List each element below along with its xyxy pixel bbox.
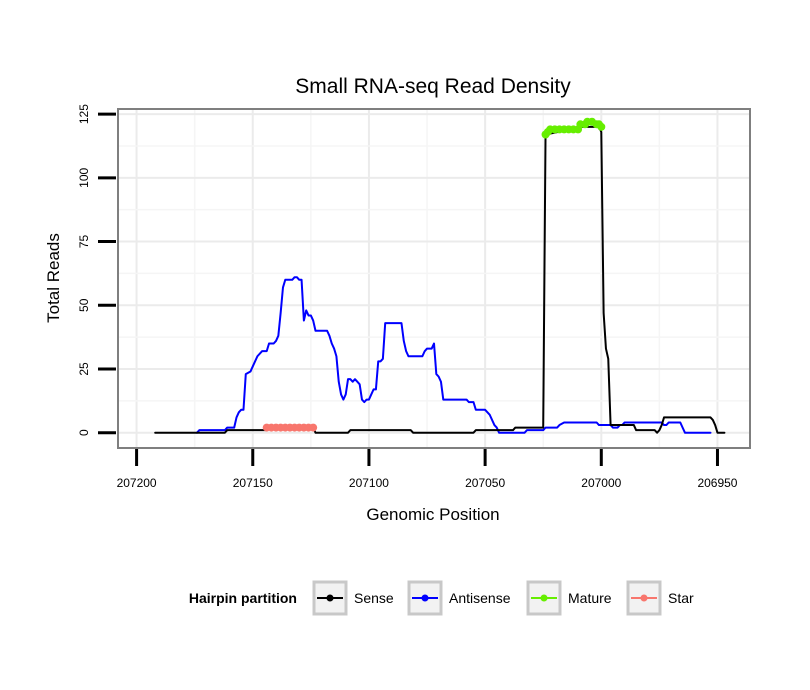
x-tick-label: 207150 [233,476,273,490]
x-axis: 207200 207150 207100 207050 207000 206950 [117,449,738,490]
plot-background [118,109,750,448]
series-point-mature [597,122,606,131]
x-tick-label: 207050 [465,476,505,490]
legend-title: Hairpin partition [189,590,297,606]
y-tick-label: 125 [77,104,91,124]
legend-point-star [640,594,648,602]
legend: Hairpin partition Sense Antisense Mature St… [189,580,694,616]
legend-label-mature: Mature [568,590,612,606]
x-axis-title: Genomic Position [366,505,499,524]
y-axis-title: Total Reads [44,233,63,323]
x-tick-label: 207100 [349,476,389,490]
series-line-sense [154,125,726,434]
series-line-antisense [196,276,712,434]
series-point-star [309,423,318,432]
legend-label-antisense: Antisense [449,590,511,606]
legend-label-sense: Sense [354,590,394,606]
legend-point-antisense [421,594,429,602]
series-layer [154,117,726,434]
y-tick-label: 0 [77,429,91,436]
y-tick-label: 25 [77,362,91,376]
x-tick-label: 207000 [581,476,621,490]
plot-area [117,108,751,449]
y-tick-label: 75 [77,235,91,249]
y-tick-label: 50 [77,298,91,312]
legend-point-sense [326,594,334,602]
y-axis: 0 25 50 75 100 125 [77,104,116,436]
plot-border [117,108,751,449]
x-tick-label: 207200 [117,476,157,490]
y-tick-label: 100 [77,167,91,187]
chart-title: Small RNA-seq Read Density [295,75,571,98]
legend-point-mature [540,594,548,602]
legend-label-star: Star [668,590,694,606]
x-tick-label: 206950 [697,476,737,490]
